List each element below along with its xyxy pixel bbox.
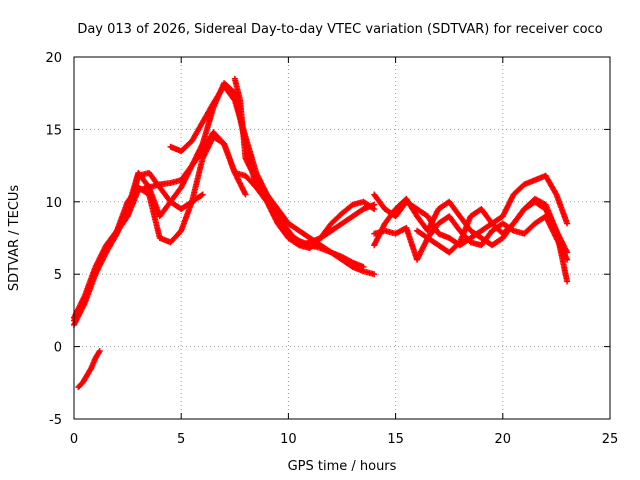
data-point xyxy=(371,206,378,213)
data-point xyxy=(564,278,571,285)
series-track-5 xyxy=(124,169,206,220)
plot-area xyxy=(71,75,571,391)
data-point xyxy=(369,205,376,212)
x-tick-label: 10 xyxy=(280,432,297,447)
x-axis-label: GPS time / hours xyxy=(288,459,397,474)
data-point xyxy=(564,220,571,227)
y-tick-label: 20 xyxy=(45,51,62,66)
y-tick-label: 15 xyxy=(45,123,62,138)
chart-title: Day 013 of 2026, Sidereal Day-to-day VTE… xyxy=(77,22,602,37)
series-track-11 xyxy=(414,195,571,285)
x-tick-label: 20 xyxy=(495,432,512,447)
data-point xyxy=(371,271,378,278)
y-axis-label: SDTVAR / TECUs xyxy=(7,185,22,292)
series-track-7 xyxy=(75,347,103,391)
series-track-10 xyxy=(371,213,571,263)
x-tick-label: 25 xyxy=(602,432,619,447)
x-tick-label: 5 xyxy=(177,432,185,447)
data-point xyxy=(198,192,205,199)
data-point xyxy=(96,349,103,356)
y-tick-label: -5 xyxy=(49,413,62,428)
data-point xyxy=(199,191,206,198)
y-tick-label: 10 xyxy=(45,196,62,211)
axes: 0 5 10 15 20 25 -5 0 5 10 15 20 xyxy=(45,51,618,447)
series-track-6 xyxy=(231,75,378,278)
data-point xyxy=(242,191,249,198)
data-point xyxy=(96,347,103,354)
y-tick-label: 5 xyxy=(54,268,62,283)
y-tick-label: 0 xyxy=(54,341,62,356)
x-tick-label: 0 xyxy=(70,432,78,447)
x-tick-label: 15 xyxy=(387,432,404,447)
data-point xyxy=(509,226,516,233)
plot-frame xyxy=(73,56,611,420)
